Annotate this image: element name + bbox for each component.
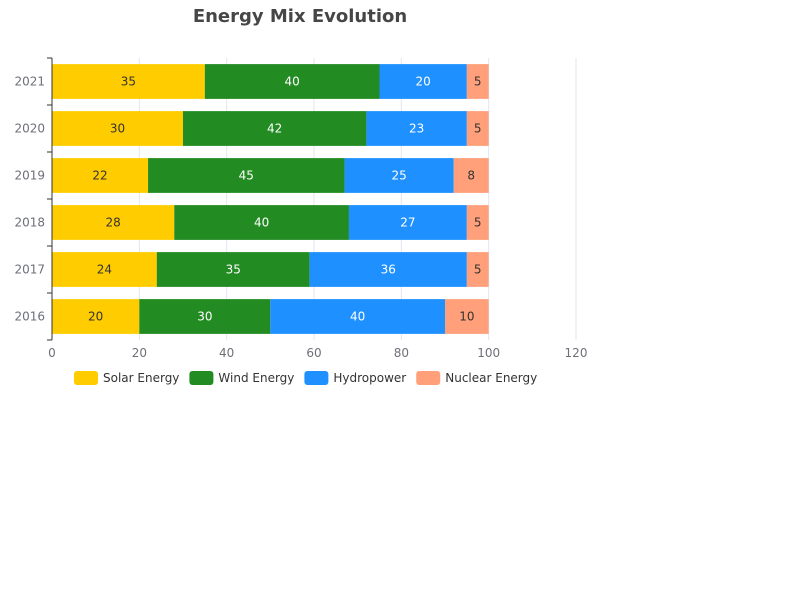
data-label: 5 <box>474 122 482 136</box>
bar-segment[interactable] <box>453 158 489 193</box>
bar-segment[interactable] <box>174 205 349 240</box>
y-tick-label: 2021 <box>14 75 45 89</box>
bar-segment[interactable] <box>139 299 271 334</box>
x-tick-label: 60 <box>306 346 321 360</box>
bar-segment[interactable] <box>52 205 175 240</box>
bar-segment[interactable] <box>52 64 205 99</box>
data-label: 36 <box>381 263 396 277</box>
bar-segment[interactable] <box>309 252 467 287</box>
bar-segment[interactable] <box>466 111 489 146</box>
bar-segment[interactable] <box>52 252 157 287</box>
data-label: 8 <box>467 169 475 183</box>
data-label: 25 <box>392 169 407 183</box>
data-label: 5 <box>474 216 482 230</box>
bar-segment[interactable] <box>270 299 445 334</box>
data-label: 24 <box>97 263 112 277</box>
legend-item[interactable]: Hydropower <box>304 371 406 385</box>
bar-segment[interactable] <box>52 158 149 193</box>
data-label: 45 <box>239 169 254 183</box>
data-label: 20 <box>416 75 431 89</box>
bar-segment[interactable] <box>52 299 140 334</box>
x-tick-label: 80 <box>394 346 409 360</box>
legend-label: Hydropower <box>333 371 406 385</box>
x-tick-label: 100 <box>477 346 500 360</box>
data-label: 40 <box>350 310 365 324</box>
legend[interactable]: Solar Energy Wind Energy Hydropower Nuclear… <box>74 371 537 385</box>
bar-segment[interactable] <box>52 111 183 146</box>
data-label: 30 <box>110 122 125 136</box>
legend-label: Solar Energy <box>103 371 179 385</box>
x-tick-label: 120 <box>565 346 588 360</box>
bar-segment[interactable] <box>379 64 467 99</box>
y-tick-label: 2016 <box>14 310 45 324</box>
bar-segment[interactable] <box>466 252 489 287</box>
bar-segment[interactable] <box>466 64 489 99</box>
y-tick-label: 2019 <box>14 169 45 183</box>
x-tick-label: 20 <box>132 346 147 360</box>
legend-label: Nuclear Energy <box>445 371 537 385</box>
legend-swatch <box>416 371 441 385</box>
x-tick-label: 0 <box>48 346 56 360</box>
data-label: 42 <box>267 122 282 136</box>
data-label: 35 <box>121 75 136 89</box>
data-label: 35 <box>226 263 241 277</box>
legend-item[interactable]: Wind Energy <box>189 371 294 385</box>
legend-swatch <box>74 371 98 385</box>
bar-segment[interactable] <box>183 111 367 146</box>
x-tick-label: 40 <box>219 346 234 360</box>
bar-segment[interactable] <box>366 111 467 146</box>
data-label: 10 <box>459 310 474 324</box>
data-label: 27 <box>400 216 415 230</box>
bar-layer: 20 30 40 10 24 35 36 5 28 40 27 5 22 45 25 8 30 42 23 5 35 40… <box>52 64 489 334</box>
bar-segment[interactable] <box>466 205 489 240</box>
data-label: 22 <box>92 169 107 183</box>
bar-segment[interactable] <box>204 64 380 99</box>
bar-segment[interactable] <box>344 158 454 193</box>
data-label: 20 <box>88 310 103 324</box>
data-label: 30 <box>197 310 212 324</box>
bar-segment[interactable] <box>445 299 489 334</box>
data-label: 28 <box>105 216 120 230</box>
bar-segment[interactable] <box>156 252 310 287</box>
legend-swatch <box>189 371 214 385</box>
legend-swatch <box>304 371 329 385</box>
data-label: 40 <box>285 75 300 89</box>
data-label: 40 <box>254 216 269 230</box>
data-label: 5 <box>474 75 482 89</box>
data-label: 5 <box>474 263 482 277</box>
grid-layer <box>138 58 577 340</box>
chart-title: Energy Mix Evolution <box>192 6 408 27</box>
y-tick-label: 2020 <box>14 122 45 136</box>
data-label: 23 <box>409 122 424 136</box>
bar-segment[interactable] <box>348 205 467 240</box>
y-tick-label: 2018 <box>14 216 45 230</box>
legend-item[interactable]: Solar Energy <box>74 371 179 385</box>
bar-segment[interactable] <box>148 158 345 193</box>
legend-item[interactable]: Nuclear Energy <box>416 371 537 385</box>
y-tick-label: 2017 <box>14 263 45 277</box>
legend-label: Wind Energy <box>218 371 294 385</box>
